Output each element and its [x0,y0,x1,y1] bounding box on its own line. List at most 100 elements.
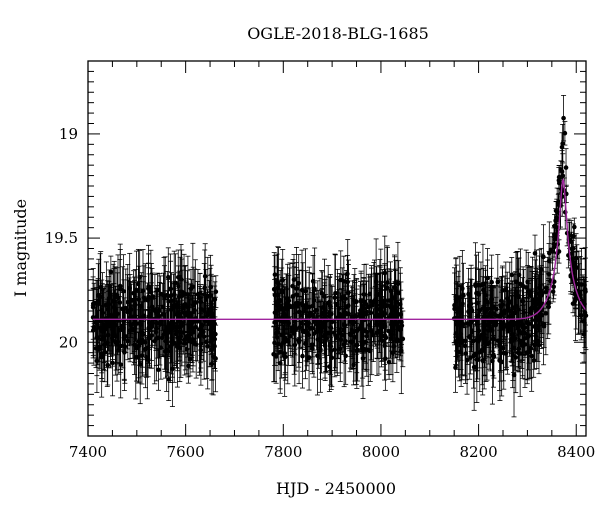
data-point [534,291,539,296]
data-point [95,293,101,298]
data-point [497,358,502,363]
x-tick-label: 8200 [459,443,497,461]
data-point [316,322,322,328]
data-point [310,346,315,351]
data-point [572,224,577,230]
data-point [337,330,343,336]
data-point [137,321,143,327]
data-point [290,283,296,289]
data-point [369,302,374,308]
data-point [304,329,309,335]
data-point [556,178,562,183]
data-point [471,364,477,370]
data-point [551,244,557,250]
data-point [198,333,204,338]
data-point [118,343,123,349]
data-point [195,292,201,297]
data-point [118,286,123,292]
data-point [325,300,331,306]
data-point [364,329,370,335]
data-point [170,338,175,344]
x-tick-label: 7400 [69,443,107,461]
data-point [476,313,481,319]
data-point [213,331,218,337]
data-point [152,308,158,314]
data-point [123,305,129,311]
data-point [178,329,184,335]
data-point [202,273,208,279]
x-tick-label: 8400 [557,443,595,461]
data-point [525,279,530,285]
data-point [156,313,162,319]
data-point [558,167,564,173]
data-point [108,312,114,318]
data-point [202,285,208,290]
data-point [341,322,347,327]
data-point [115,295,121,301]
data-point [333,335,339,340]
data-point [490,358,495,364]
data-point [513,355,519,360]
data-point [520,322,525,327]
data-point [460,321,466,327]
data-point [143,297,148,302]
data-point [165,325,170,331]
data-point [156,367,161,373]
data-point [206,321,212,327]
data-point [388,332,394,337]
data-point [300,353,305,359]
y-axis-label: I magnitude [11,199,30,297]
data-point [322,343,328,349]
data-point [132,301,138,307]
data-point [453,321,459,327]
data-point [163,348,169,354]
data-point [146,294,151,300]
data-point [296,280,302,286]
data-point [319,290,325,296]
data-point [527,289,532,294]
x-axis-label: HJD - 2450000 [276,479,396,498]
data-point [372,299,377,305]
data-point [291,328,297,334]
data-point [328,348,334,354]
data-point [182,341,188,346]
data-point [274,299,280,305]
y-tick-label: 19 [59,125,78,143]
data-point [459,310,464,315]
data-point [328,343,333,349]
data-point [165,274,171,280]
data-point [529,353,534,359]
data-point [303,321,309,327]
data-point [284,306,290,312]
data-point [329,355,335,361]
data-point [176,283,181,289]
data-layer [90,94,589,418]
data-point [143,339,148,345]
data-point [173,280,178,286]
data-point [524,350,530,355]
data-point [522,335,528,341]
data-point [507,325,513,330]
data-point [182,301,188,307]
data-point [343,296,348,302]
x-tick-label: 7600 [167,443,205,461]
data-point [386,303,392,308]
model-curve [92,177,587,320]
plot-frame [87,60,587,437]
data-point [397,327,403,333]
data-point [152,338,158,344]
data-point [546,304,552,310]
data-point [168,286,173,292]
data-point [560,141,565,146]
data-point [573,296,578,302]
data-point [177,340,182,345]
data-point [303,288,308,294]
data-point [98,284,104,290]
data-point [122,344,128,349]
data-point [90,301,96,307]
x-tick-label: 8000 [362,443,400,461]
data-point [310,278,316,284]
data-point [393,304,398,310]
data-point [140,314,146,320]
data-point [481,345,487,351]
